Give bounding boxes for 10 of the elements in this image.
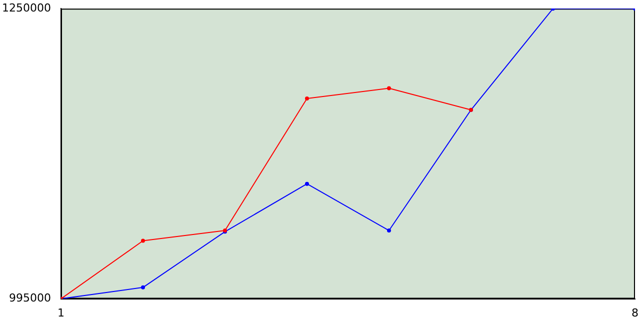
point [386,228,391,233]
y-tick-label: 1250000 [2,1,51,14]
point [140,238,145,243]
point [386,86,391,90]
x-tick-label: 1 [57,306,64,320]
point [304,96,309,101]
point [140,285,145,290]
y-tick-label: 995000 [8,292,51,305]
x-tick-label: 8 [632,306,638,320]
point [304,182,309,186]
